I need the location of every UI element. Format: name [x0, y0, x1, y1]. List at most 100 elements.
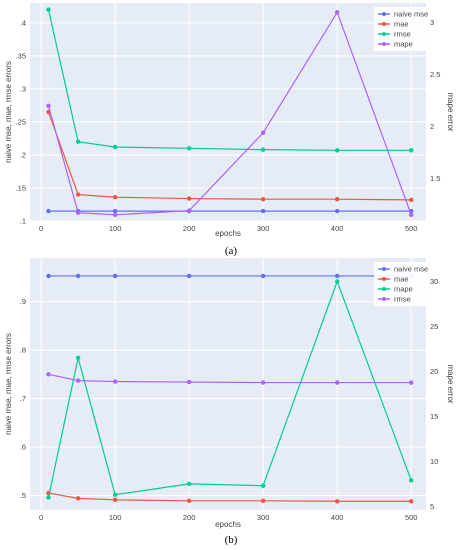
y2-tick-label: 25	[430, 322, 438, 331]
plot-background	[30, 258, 426, 510]
x-tick-label: 0	[39, 224, 43, 233]
y-tick-label: .15	[16, 183, 26, 192]
data-point-mae	[408, 197, 414, 203]
y-tick-label: .2	[20, 150, 26, 159]
data-point-mape	[260, 130, 266, 135]
data-point-rmse	[112, 379, 118, 384]
y-tick-label: .7	[20, 394, 26, 403]
data-point-mae	[260, 498, 266, 503]
y-tick-label: .25	[16, 117, 26, 126]
legend-swatch-marker	[382, 297, 386, 301]
legend-swatch-marker	[382, 287, 386, 291]
x-axis-title: epochs	[215, 229, 241, 238]
data-point-rmse	[46, 7, 51, 12]
data-point-naive-mse	[46, 273, 51, 279]
data-point-naive-mse	[112, 273, 118, 279]
data-point-mape	[334, 279, 340, 284]
data-point-mape	[75, 355, 81, 361]
y2-tick-label: 30	[430, 277, 438, 286]
data-point-mape	[112, 212, 118, 217]
data-point-naive-mse	[186, 273, 192, 279]
data-point-mape	[112, 492, 118, 497]
data-point-naive-mse	[260, 273, 266, 279]
y-axis-title: naive mse, mae, rmse errors	[4, 61, 13, 163]
data-point-mape	[334, 10, 340, 15]
y-tick-label: .3	[20, 84, 26, 93]
x-tick-label: 300	[257, 224, 270, 233]
chart-panel-1: 0 100 200 300 400 500 .1 .15 .2 .25 .3 .35 .4 1.5 2 2.5…	[4, 3, 455, 257]
y2-tick-label: 3	[430, 18, 434, 27]
x-tick-label: 200	[183, 224, 196, 233]
x-tick-label: 400	[331, 224, 344, 233]
legend-label: mape	[394, 285, 413, 294]
y2-tick-label: 2.5	[430, 70, 440, 79]
y-tick-label: .5	[20, 491, 26, 500]
data-point-mae	[186, 498, 192, 503]
y2-tick-label: 1.5	[430, 174, 440, 183]
data-point-mae	[334, 499, 340, 504]
data-point-rmse	[75, 139, 81, 144]
data-point-mape	[75, 210, 81, 215]
y-tick-label: .35	[16, 51, 26, 60]
data-point-rmse	[408, 380, 414, 385]
data-point-rmse	[260, 380, 266, 385]
legend-label: naive mse	[394, 265, 428, 274]
figure-caption: (a)	[225, 245, 238, 257]
y2-tick-label: 2	[430, 122, 434, 131]
y-tick-label: .6	[20, 443, 26, 452]
data-point-naive-mse	[112, 208, 118, 214]
data-point-naive-mse	[46, 208, 51, 214]
data-point-mape	[46, 495, 51, 500]
data-point-mae	[186, 196, 192, 201]
legend-label: mape	[394, 40, 413, 49]
data-point-mae	[75, 496, 81, 501]
y2-axis-title: mape error	[446, 364, 455, 403]
legend-label: mae	[394, 275, 409, 284]
data-point-mape	[260, 483, 266, 488]
data-point-mae	[112, 497, 118, 503]
data-point-mape	[186, 208, 192, 213]
y-tick-label: .9	[20, 297, 26, 306]
data-point-naive-mse	[260, 208, 266, 214]
y2-tick-label: 15	[430, 412, 438, 421]
plot-background	[30, 3, 426, 221]
legend-swatch-marker	[382, 267, 386, 271]
legend-swatch-marker	[382, 42, 386, 46]
data-point-mape	[408, 212, 414, 217]
y2-tick-label: 20	[430, 367, 438, 376]
x-tick-label: 500	[405, 513, 418, 522]
data-point-rmse	[75, 378, 81, 383]
y2-axis-title: mape error	[446, 92, 455, 131]
x-tick-label: 100	[109, 224, 122, 233]
data-point-mae	[112, 195, 118, 200]
legend-label: rmse	[394, 295, 411, 304]
data-point-rmse	[186, 146, 192, 151]
legend-label: mae	[394, 20, 409, 29]
legend-swatch-marker	[382, 32, 386, 36]
data-point-naive-mse	[334, 208, 340, 214]
legend-swatch-marker	[382, 277, 386, 281]
legend-swatch-marker	[382, 22, 386, 26]
legend-label: rmse	[394, 30, 411, 39]
data-point-mape	[186, 481, 192, 487]
data-point-rmse	[112, 144, 118, 150]
x-tick-label: 200	[183, 513, 196, 522]
data-point-rmse	[260, 147, 266, 152]
y2-tick-label: 10	[430, 457, 438, 466]
data-point-mape	[408, 478, 414, 483]
data-point-rmse	[334, 148, 340, 153]
data-point-mae	[334, 197, 340, 202]
x-tick-label: 500	[405, 224, 418, 233]
data-point-rmse	[46, 372, 51, 377]
x-tick-label: 300	[257, 513, 270, 522]
figure-caption: (b)	[225, 534, 238, 546]
data-point-rmse	[334, 380, 340, 385]
data-point-mae	[408, 499, 414, 504]
x-axis-title: epochs	[215, 520, 241, 529]
legend-label: naive mse	[394, 10, 428, 19]
data-point-naive-mse	[334, 273, 340, 279]
y-tick-label: .1	[20, 217, 26, 226]
